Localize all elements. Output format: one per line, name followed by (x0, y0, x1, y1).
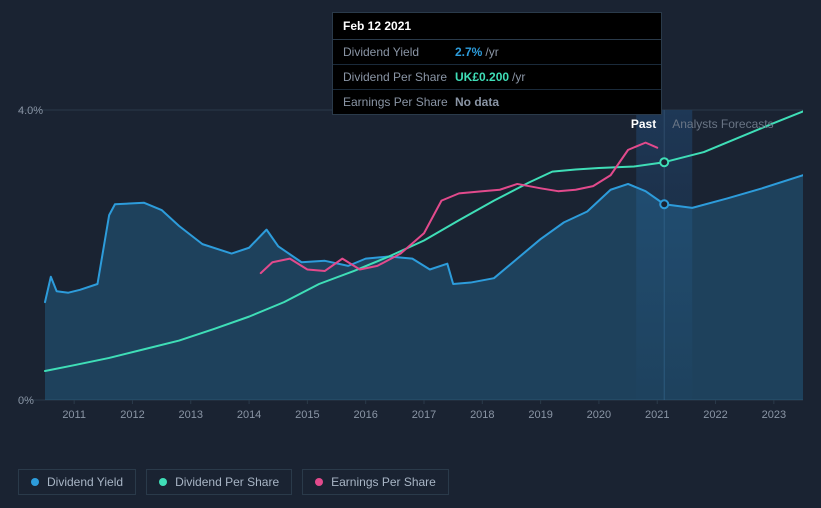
chart-tooltip: Feb 12 2021 Dividend Yield 2.7%/yr Divid… (332, 12, 662, 115)
legend-label: Dividend Per Share (175, 475, 279, 489)
svg-text:2021: 2021 (645, 409, 669, 421)
svg-text:2023: 2023 (762, 409, 786, 421)
svg-text:2020: 2020 (587, 409, 611, 421)
tooltip-row: Earnings Per Share No data (333, 90, 661, 114)
tooltip-row: Dividend Per Share UK£0.200/yr (333, 65, 661, 90)
tooltip-label: Dividend Yield (343, 45, 455, 59)
tooltip-row: Dividend Yield 2.7%/yr (333, 40, 661, 65)
svg-text:2013: 2013 (179, 409, 203, 421)
svg-text:2022: 2022 (703, 409, 727, 421)
svg-text:2015: 2015 (295, 409, 319, 421)
legend-item-dividend-per-share[interactable]: Dividend Per Share (146, 469, 292, 495)
chart-area: 0% 4.0% 2011 2012 2013 2014 2015 2016 2017 2018 20… (18, 100, 803, 445)
svg-text:2017: 2017 (412, 409, 436, 421)
legend-item-earnings-per-share[interactable]: Earnings Per Share (302, 469, 449, 495)
svg-text:0%: 0% (18, 395, 34, 407)
legend-dot-icon (315, 478, 323, 486)
tooltip-date: Feb 12 2021 (333, 13, 661, 40)
svg-text:4.0%: 4.0% (18, 105, 43, 117)
svg-text:2019: 2019 (528, 409, 552, 421)
svg-text:2018: 2018 (470, 409, 494, 421)
legend-item-dividend-yield[interactable]: Dividend Yield (18, 469, 136, 495)
chart-svg: 0% 4.0% 2011 2012 2013 2014 2015 2016 2017 2018 20… (18, 100, 803, 445)
svg-text:2011: 2011 (62, 409, 86, 421)
svg-text:2012: 2012 (120, 409, 144, 421)
legend-dot-icon (31, 478, 39, 486)
svg-text:Analysts Forecasts: Analysts Forecasts (672, 117, 773, 131)
tooltip-value: UK£0.200/yr (455, 70, 651, 84)
tooltip-value: No data (455, 95, 651, 109)
legend-dot-icon (159, 478, 167, 486)
tooltip-label: Earnings Per Share (343, 95, 455, 109)
tooltip-label: Dividend Per Share (343, 70, 455, 84)
legend: Dividend Yield Dividend Per Share Earnin… (18, 469, 449, 495)
legend-label: Dividend Yield (47, 475, 123, 489)
svg-text:Past: Past (631, 117, 656, 131)
svg-text:2016: 2016 (353, 409, 377, 421)
legend-label: Earnings Per Share (331, 475, 436, 489)
tooltip-value: 2.7%/yr (455, 45, 651, 59)
svg-text:2014: 2014 (237, 409, 261, 421)
